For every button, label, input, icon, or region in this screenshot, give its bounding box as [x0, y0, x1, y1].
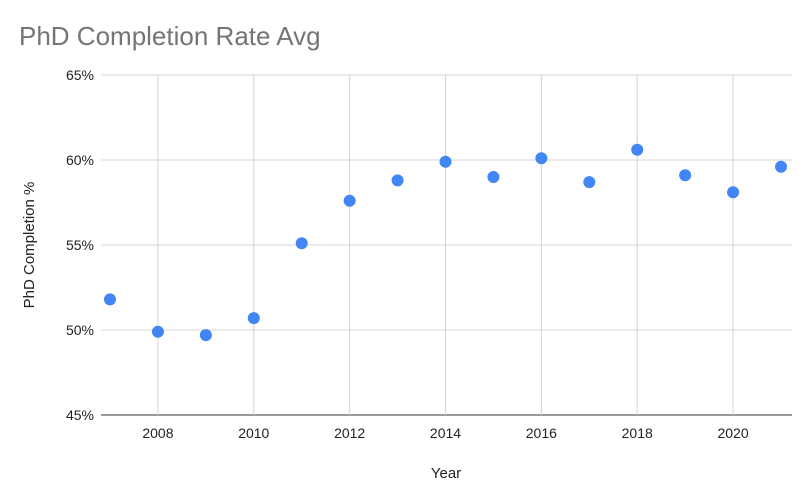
x-axis-title: Year [431, 465, 461, 482]
data-point [199, 329, 212, 342]
x-tick-label: 2014 [430, 425, 461, 441]
data-point [679, 169, 692, 182]
y-tick-labels: 45% 50% 55% 60% 65% [66, 67, 94, 423]
data-point [343, 194, 356, 207]
x-tick-labels: 2008 2010 2012 2014 2016 2018 2020 [142, 425, 749, 441]
x-tick-label: 2018 [622, 425, 653, 441]
data-point [727, 186, 740, 199]
y-tick-label: 65% [66, 67, 94, 83]
y-tick-label: 50% [66, 322, 94, 338]
data-point [295, 237, 308, 250]
data-point [535, 152, 548, 165]
x-tick-label: 2020 [717, 425, 748, 441]
data-point [583, 176, 596, 189]
x-tick-label: 2012 [334, 425, 365, 441]
y-tick-label: 55% [66, 237, 94, 253]
data-point [247, 312, 260, 325]
data-point [104, 293, 116, 306]
x-tick-label: 2016 [526, 425, 557, 441]
data-point [391, 174, 404, 187]
y-tick-label: 45% [66, 407, 94, 423]
y-axis-title: PhD Completion % [21, 182, 38, 309]
y-tick-label: 60% [66, 152, 94, 168]
grid-layer [101, 74, 792, 416]
data-point [439, 155, 452, 168]
data-point [487, 171, 500, 183]
x-tick-label: 2010 [238, 425, 269, 441]
data-point [775, 160, 787, 173]
data-point [151, 325, 164, 338]
x-tick-label: 2008 [142, 425, 173, 441]
data-points [104, 143, 787, 342]
chart-title: PhD Completion Rate Avg [19, 21, 321, 51]
data-point [631, 143, 644, 156]
